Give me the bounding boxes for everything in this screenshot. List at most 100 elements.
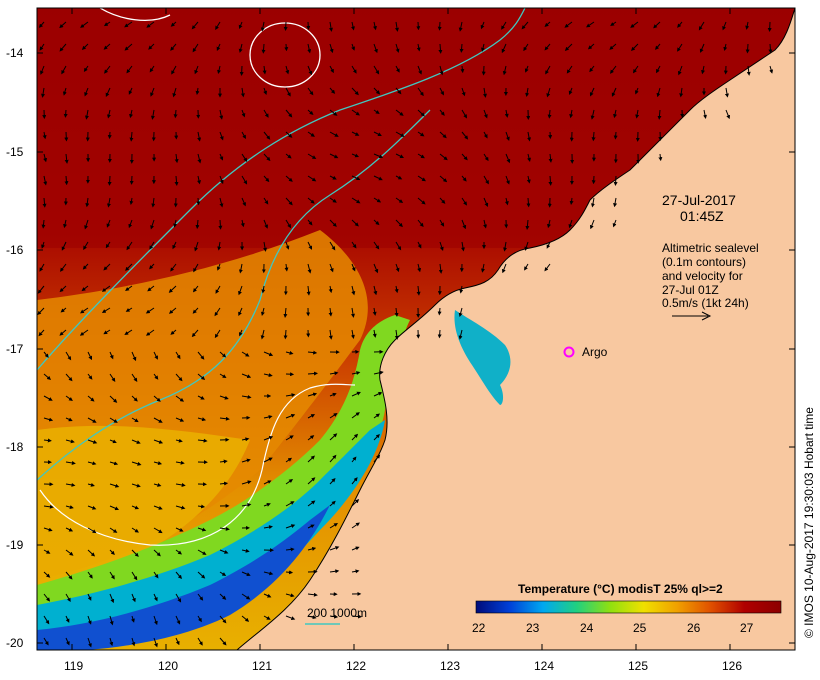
velocity-arrow [526, 197, 531, 208]
velocity-arrow [87, 439, 98, 444]
velocity-arrow [39, 263, 45, 272]
velocity-arrow [395, 241, 402, 251]
velocity-arrow [285, 501, 295, 507]
velocity-arrow [307, 219, 313, 226]
velocity-arrow [131, 351, 137, 362]
velocity-arrow [241, 394, 252, 399]
argo-marker[interactable] [563, 346, 575, 358]
lon-tick-label: 121 [252, 659, 272, 673]
velocity-arrow [351, 153, 360, 158]
velocity-arrow [417, 65, 422, 75]
velocity-arrow [612, 219, 617, 228]
velocity-arrow [262, 65, 267, 75]
velocity-arrow [87, 461, 97, 466]
colorbar-tick: 27 [740, 621, 754, 635]
velocity-arrow [657, 109, 662, 120]
velocity-arrow [65, 351, 72, 361]
velocity-arrow [241, 458, 251, 463]
velocity-arrow [150, 87, 155, 97]
velocity-arrow [283, 329, 288, 340]
velocity-arrow [87, 571, 93, 579]
velocity-arrow [153, 461, 163, 466]
velocity-arrow [197, 351, 205, 360]
velocity-arrow [568, 219, 573, 229]
velocity-arrow [373, 197, 382, 203]
velocity-arrow [285, 524, 296, 529]
sealevel-contour [249, 22, 321, 88]
velocity-arrow [564, 43, 573, 52]
velocity-arrow [172, 87, 177, 98]
velocity-arrow [394, 329, 399, 340]
velocity-arrow [373, 65, 380, 75]
velocity-arrow [43, 153, 48, 163]
velocity-arrow [395, 21, 399, 32]
velocity-arrow [43, 637, 49, 646]
velocity-arrow [109, 351, 114, 360]
velocity-arrow [238, 263, 243, 274]
velocity-arrow [65, 439, 75, 444]
velocity-arrow [219, 197, 224, 208]
velocity-arrow [395, 43, 400, 53]
velocity-arrow [65, 549, 74, 556]
velocity-arrow [175, 460, 185, 465]
velocity-arrow [610, 21, 617, 27]
velocity-arrow [416, 285, 421, 296]
velocity-arrow [238, 329, 243, 337]
velocity-arrow [437, 307, 442, 316]
velocity-arrow [59, 263, 67, 272]
velocity-arrow [87, 373, 93, 380]
velocity-arrow [655, 43, 661, 50]
velocity-arrow [373, 285, 378, 296]
velocity-arrow [527, 131, 531, 142]
velocity-arrow [395, 175, 403, 180]
velocity-arrow [65, 417, 73, 422]
velocity-arrow [79, 329, 89, 336]
velocity-arrow [505, 153, 511, 164]
velocity-arrow [285, 109, 293, 118]
velocity-arrow [724, 87, 729, 98]
velocity-arrow [64, 153, 69, 164]
velocity-arrow [417, 219, 424, 228]
velocity-arrow [87, 351, 93, 361]
velocity-arrow [145, 307, 155, 314]
velocity-arrow [106, 109, 111, 119]
colorbar-ramp [475, 600, 782, 614]
velocity-arrow [461, 197, 468, 206]
velocity-arrow [677, 21, 683, 28]
velocity-arrow [263, 571, 274, 576]
velocity-arrow [481, 43, 485, 52]
velocity-arrow [307, 350, 318, 355]
velocity-arrow [394, 285, 399, 294]
velocity-arrow [483, 153, 489, 162]
velocity-arrow [87, 417, 97, 423]
velocity-arrow [505, 131, 510, 141]
velocity-arrow [41, 219, 46, 229]
velocity-arrow [172, 241, 177, 250]
lat-tick-label: -17 [6, 342, 24, 356]
velocity-arrow [634, 87, 639, 95]
velocity-arrow [460, 65, 465, 74]
velocity-arrow [351, 263, 356, 272]
velocity-arrow [501, 43, 507, 54]
velocity-arrow [745, 43, 750, 54]
bathymetry-label: 200 1000m [307, 606, 367, 620]
velocity-arrow [153, 527, 163, 534]
velocity-arrow [87, 482, 95, 487]
velocity-arrow [590, 109, 595, 120]
velocity-arrow [194, 241, 199, 252]
velocity-arrow [261, 285, 266, 294]
velocity-arrow [61, 241, 67, 251]
velocity-arrow [285, 350, 294, 355]
velocity-arrow [263, 373, 273, 378]
velocity-arrow [87, 549, 96, 557]
velocity-arrow [395, 219, 403, 228]
lon-tick-label: 124 [534, 659, 554, 673]
velocity-arrow [109, 483, 120, 488]
velocity-arrow [241, 109, 246, 118]
velocity-arrow [372, 307, 377, 316]
velocity-arrow [260, 307, 265, 317]
velocity-arrow [43, 571, 51, 578]
velocity-arrow [37, 307, 45, 316]
velocity-arrow [197, 593, 204, 601]
velocity-arrow [216, 263, 221, 271]
